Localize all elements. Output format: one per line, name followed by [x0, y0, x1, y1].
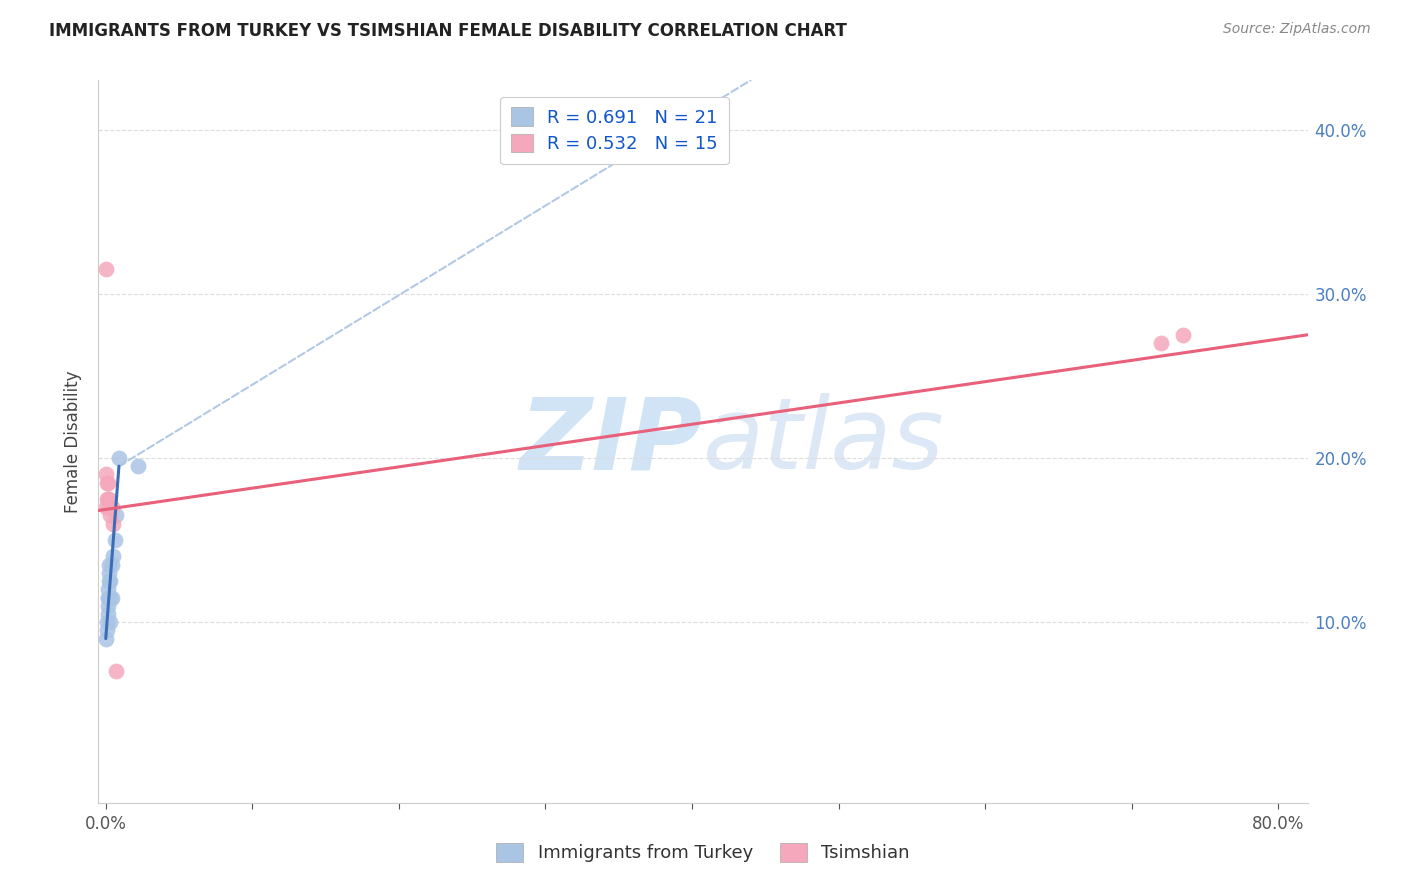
Y-axis label: Female Disability: Female Disability [65, 370, 83, 513]
Point [103, 533, 125, 547]
Point [96, 491, 118, 506]
Point [98, 574, 121, 588]
Point [1150, 336, 1173, 351]
Point [96, 624, 118, 638]
Point [98, 574, 121, 588]
Legend: Immigrants from Turkey, Tsimshian: Immigrants from Turkey, Tsimshian [489, 836, 917, 870]
Point [96, 500, 118, 515]
Point [108, 450, 131, 465]
Point [96, 607, 118, 621]
Point [100, 591, 122, 605]
Point [105, 508, 128, 523]
Point [127, 459, 149, 474]
Text: atlas: atlas [703, 393, 945, 490]
Point [97, 582, 120, 597]
Point [98, 591, 121, 605]
Text: ZIP: ZIP [520, 393, 703, 490]
Point [97, 566, 120, 580]
Point [96, 615, 118, 630]
Point [97, 500, 120, 515]
Point [101, 516, 124, 531]
Point [98, 558, 121, 572]
Point [1171, 327, 1194, 342]
Point [100, 615, 122, 630]
Text: IMMIGRANTS FROM TURKEY VS TSIMSHIAN FEMALE DISABILITY CORRELATION CHART: IMMIGRANTS FROM TURKEY VS TSIMSHIAN FEMA… [49, 22, 846, 40]
Point [101, 549, 124, 564]
Point [97, 475, 120, 490]
Point [100, 500, 122, 515]
Point [105, 665, 128, 679]
Point [98, 508, 121, 523]
Point [96, 467, 118, 482]
Point [96, 262, 118, 277]
Point [98, 491, 121, 506]
Text: Source: ZipAtlas.com: Source: ZipAtlas.com [1223, 22, 1371, 37]
Point [97, 591, 120, 605]
Point [96, 475, 118, 490]
Point [97, 599, 120, 613]
Point [96, 632, 118, 646]
Point [96, 491, 118, 506]
Legend: R = 0.691   N = 21, R = 0.532   N = 15: R = 0.691 N = 21, R = 0.532 N = 15 [501, 96, 728, 164]
Point [101, 558, 124, 572]
Point [97, 591, 120, 605]
